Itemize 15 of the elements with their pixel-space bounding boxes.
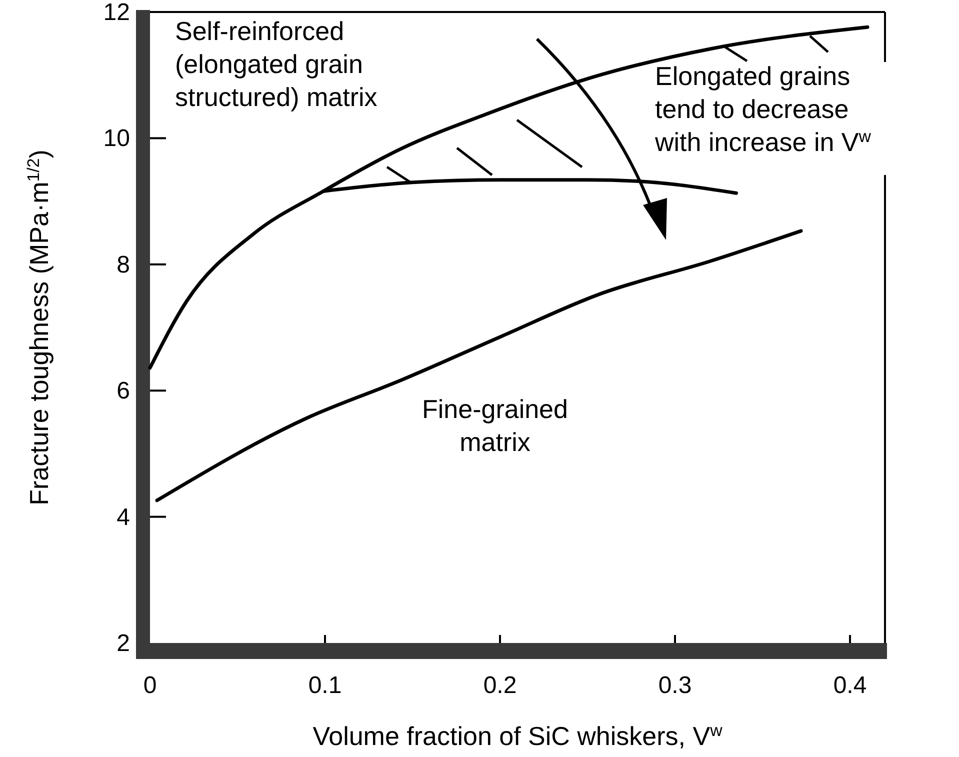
y-tick-label: 12: [103, 0, 130, 26]
x-tick-label: 0.3: [658, 672, 692, 699]
series-label: Fine-grained matrix: [422, 394, 568, 457]
x-axis-title: Volume fraction of SiC whiskers, V$^{w}$: [312, 720, 724, 751]
y-tick-label: 2: [116, 630, 130, 657]
x-tick-label: 0: [143, 672, 157, 699]
y-tick-label: 6: [116, 378, 130, 405]
x-tick-label: 0.4: [833, 672, 867, 699]
y-tick-label: 10: [103, 125, 130, 152]
y-tick-label: 4: [116, 504, 130, 531]
series-label: Self-reinforced (elongated grain structured) matrix: [175, 16, 378, 112]
x-tick-label: 0.2: [483, 672, 517, 699]
y-tick-label: 8: [116, 251, 130, 278]
x-tick-label: 0.1: [308, 672, 342, 699]
annotation: Elongated grains tend to decrease with increase in V$^{w}$: [654, 61, 872, 157]
